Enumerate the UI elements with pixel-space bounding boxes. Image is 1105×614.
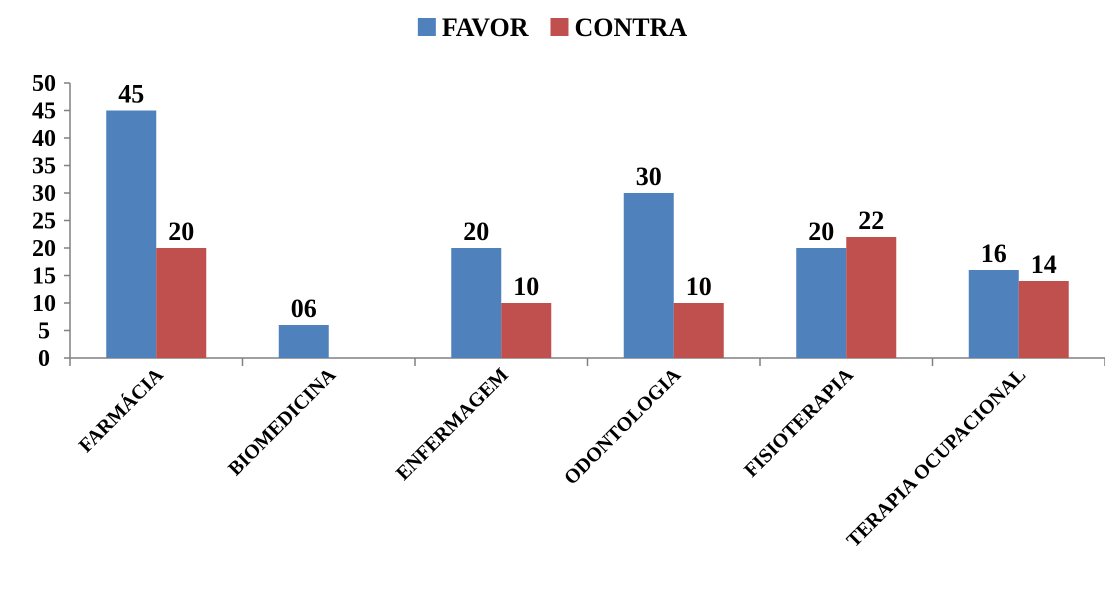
y-tick-label: 25 [32, 209, 56, 235]
y-tick-label: 15 [32, 264, 56, 290]
legend-label-favor: FAVOR [442, 13, 529, 42]
y-tick-label: 50 [32, 71, 56, 97]
data-label: 22 [858, 206, 884, 235]
x-category-label: BIOMEDICINA [224, 364, 341, 481]
x-ticks: FARMÁCIA BIOMEDICINA ENFERMAGEM ODONTOLOGIA… [69, 358, 1105, 552]
axes [69, 83, 1105, 359]
data-label: 10 [513, 272, 539, 301]
y-tick-label: 20 [32, 236, 56, 262]
bar-favor [968, 270, 1019, 358]
x-category-label: FARMÁCIA [74, 363, 168, 457]
bar-contra [1018, 281, 1069, 358]
bar-favor [796, 248, 847, 358]
data-label: 20 [463, 217, 489, 246]
legend-swatch-contra [550, 18, 569, 36]
y-tick-label: 30 [32, 181, 56, 207]
y-tick-label: 40 [32, 126, 56, 152]
x-category-label: ODONTOLOGIA [560, 364, 686, 490]
data-label: 45 [118, 80, 144, 109]
x-category-label: TERAPIA OCUPACIONAL [843, 364, 1031, 552]
y-tick-label: 5 [38, 319, 50, 345]
data-label: 10 [686, 272, 712, 301]
data-label: 16 [981, 239, 1007, 268]
data-label: 14 [1031, 250, 1057, 279]
data-label: 06 [291, 294, 317, 323]
x-category-label: ENFERMAGEM [392, 364, 513, 485]
y-tick-label: 0 [38, 346, 50, 372]
value-labels: 45 06 20 30 20 16 20 10 10 22 14 [118, 80, 1057, 324]
x-category-label: FISIOTERAPIA [740, 364, 858, 482]
bar-contra [501, 303, 552, 358]
legend-label-contra: CONTRA [574, 13, 687, 42]
legend: FAVOR CONTRA [417, 13, 687, 42]
bars [106, 110, 1069, 358]
bar-favor [278, 325, 329, 358]
bar-contra [156, 248, 207, 358]
y-tick-label: 35 [32, 154, 56, 180]
bar-favor [106, 110, 157, 358]
bar-favor [451, 248, 502, 358]
bar-contra [846, 237, 897, 358]
data-label: 20 [168, 217, 194, 246]
data-label: 30 [636, 162, 662, 191]
data-label: 20 [808, 217, 834, 246]
bar-contra [673, 303, 724, 358]
legend-swatch-favor [417, 18, 436, 36]
y-tick-label: 10 [32, 291, 56, 317]
y-tick-label: 45 [32, 99, 56, 125]
bar-favor [623, 193, 674, 358]
